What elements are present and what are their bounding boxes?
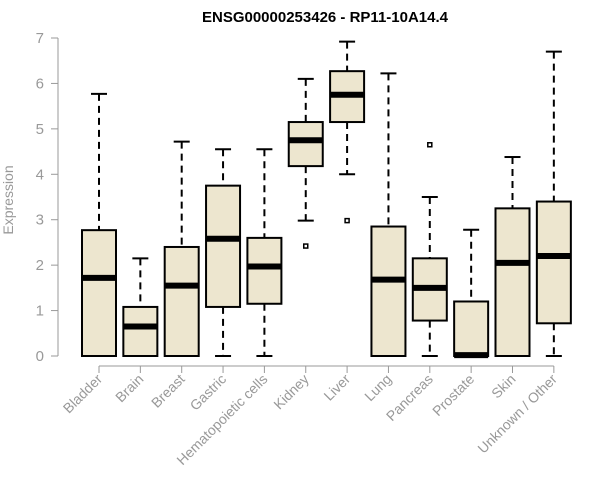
x-tick-label: Bladder <box>60 371 106 417</box>
box <box>453 300 490 358</box>
box <box>205 184 242 308</box>
x-tick-label: Liver <box>320 371 353 404</box>
box <box>494 207 531 357</box>
box <box>122 305 159 357</box>
box <box>370 225 407 357</box>
y-axis-label: Expression <box>0 165 16 234</box>
box <box>287 121 324 168</box>
y-tick-label: 6 <box>36 75 44 92</box>
y-tick-label: 7 <box>36 30 44 47</box>
box-group <box>535 50 572 357</box>
x-tick-label: Breast <box>148 371 188 411</box>
y-tick-label: 4 <box>36 166 44 183</box>
box-group <box>205 148 242 357</box>
outlier-point <box>303 243 309 249</box>
box-group <box>453 228 490 359</box>
box <box>163 245 200 358</box>
box-group <box>329 40 366 224</box>
x-tick-label: Kidney <box>270 371 312 413</box>
y-tick-label: 1 <box>36 303 44 320</box>
chart-title: ENSG00000253426 - RP11-10A14.4 <box>202 9 449 26</box>
axes: 0 1 2 3 4 5 6 7 <box>36 30 555 373</box>
box-group <box>287 77 324 249</box>
box-group <box>411 142 448 357</box>
y-tick-label: 5 <box>36 121 44 138</box>
box-group <box>494 156 531 357</box>
x-tick-label: Prostate <box>429 371 477 419</box>
boxes <box>81 40 572 359</box>
box-group <box>122 257 159 357</box>
x-tick-label: Brain <box>112 371 146 405</box>
box <box>246 236 283 305</box>
x-tick-label: Skin <box>488 371 519 402</box>
y-tick-label: 3 <box>36 212 44 229</box>
box-group <box>370 72 407 357</box>
box-group <box>246 148 283 357</box>
y-tick-label: 2 <box>36 257 44 274</box>
box <box>81 229 117 357</box>
box-group <box>81 92 117 357</box>
box-group <box>163 140 200 358</box>
y-tick-label: 0 <box>36 348 44 365</box>
x-tick-label: Lung <box>361 371 394 404</box>
outlier-point <box>427 142 433 148</box>
outlier-point <box>344 217 350 224</box>
box <box>535 200 572 325</box>
